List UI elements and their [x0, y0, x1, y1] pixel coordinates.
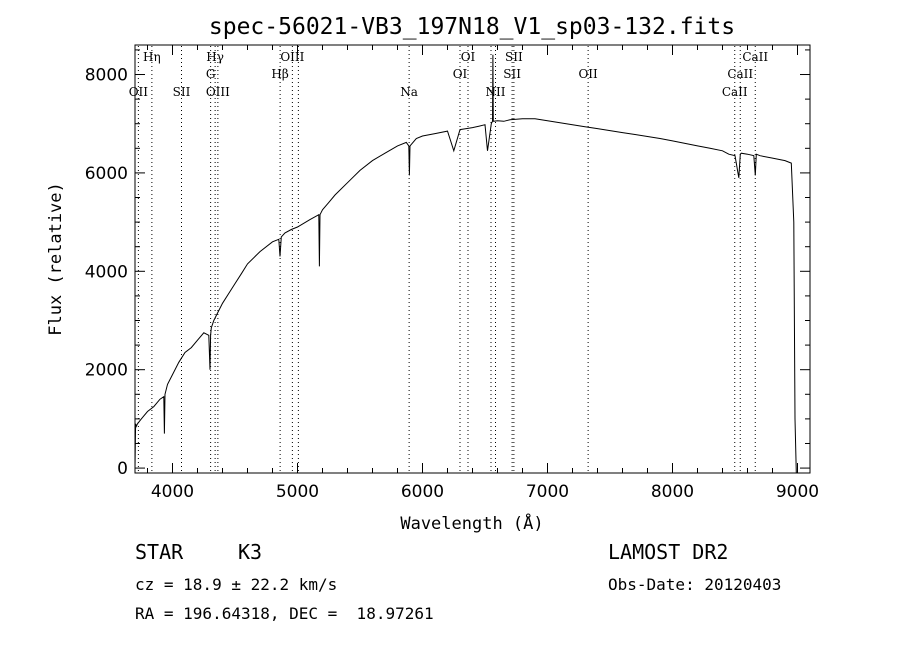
chart-title: spec-56021-VB3_197N18_V1_sp03-132.fits: [209, 14, 735, 40]
line-marker-label: OII: [578, 67, 598, 81]
emission-line-markers: OII Hη SII G Hγ OIII Hβ OIII Na OI OI NII SII SII OII C…: [129, 46, 768, 472]
y-tick-label: 4000: [85, 262, 128, 282]
x-tick-label: 9000: [776, 482, 819, 502]
x-tick-label: 6000: [401, 482, 444, 502]
y-tick-label: 0: [117, 459, 128, 479]
object-subclass: K3: [238, 540, 263, 564]
y-tick-label: 6000: [85, 164, 128, 184]
line-marker-label: CaII: [727, 67, 753, 81]
survey-name: LAMOST DR2: [608, 540, 729, 564]
line-marker-label: SII: [503, 67, 521, 81]
x-axis-label: Wavelength (Å): [400, 512, 543, 534]
line-marker-label: Hη: [143, 50, 161, 64]
line-marker-label: G: [206, 67, 216, 81]
y-tick-label: 8000: [85, 66, 128, 86]
y-axis-label: Flux (relative): [46, 182, 66, 336]
coordinates: RA = 196.64318, DEC = 18.97261: [135, 604, 434, 623]
axis-ticks: 4000 5000 6000 7000 8000 9000 0 2000 4000 6000 800…: [85, 45, 819, 502]
line-marker-label: Na: [400, 85, 418, 99]
line-marker-label: CaII: [722, 85, 748, 99]
line-marker-label: OI: [461, 50, 476, 64]
y-tick-label: 2000: [85, 361, 128, 381]
line-marker-label: OII: [129, 85, 149, 99]
redshift-velocity: cz = 18.9 ± 22.2 km/s: [135, 575, 338, 594]
line-marker-label: NII: [486, 85, 506, 99]
line-marker-label: OIII: [280, 50, 304, 64]
line-marker-label: Hβ: [271, 67, 288, 81]
x-tick-label: 8000: [651, 482, 694, 502]
x-tick-label: 7000: [526, 482, 569, 502]
x-tick-label: 5000: [276, 482, 319, 502]
line-marker-label: SII: [173, 85, 191, 99]
line-marker-label: Hγ: [206, 50, 224, 64]
plot-frame: [134, 44, 811, 474]
spectrum-line: [134, 54, 797, 474]
line-marker-label: CaII: [742, 50, 768, 64]
line-marker-label: OI: [453, 67, 468, 81]
line-marker-label: OIII: [206, 85, 230, 99]
x-tick-label: 4000: [151, 482, 194, 502]
line-marker-label: SII: [505, 50, 523, 64]
object-class: STAR: [135, 540, 184, 564]
observation-date: Obs-Date: 20120403: [608, 575, 782, 594]
